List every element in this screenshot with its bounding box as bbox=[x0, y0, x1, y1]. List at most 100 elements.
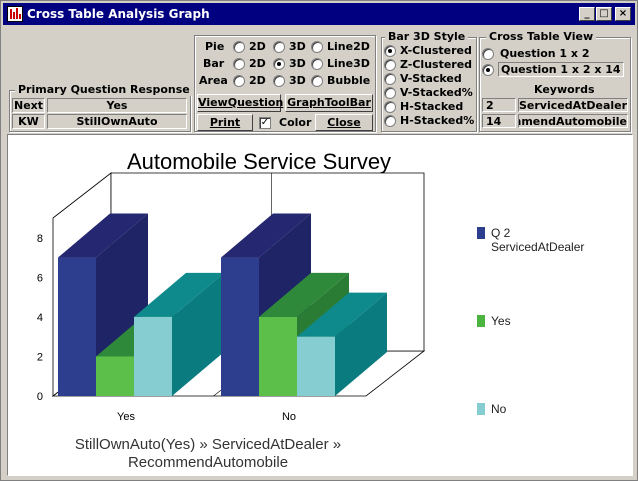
question-1x2x14-radio[interactable] bbox=[482, 64, 494, 76]
bar-top bbox=[297, 292, 387, 337]
area-bubble-radio[interactable] bbox=[311, 75, 323, 87]
bar-front bbox=[96, 356, 134, 396]
h-stacked-label: H-Stacked bbox=[400, 100, 464, 113]
close-button[interactable]: Close bbox=[315, 114, 373, 131]
bar-2d-radio[interactable] bbox=[233, 58, 245, 70]
bar-3d-style-title: Bar 3D Style bbox=[385, 30, 469, 43]
print-button[interactable]: Print bbox=[197, 114, 253, 131]
area-label: Area bbox=[199, 74, 228, 87]
view-question-button[interactable]: ViewQuestion bbox=[197, 94, 283, 112]
pie-2d-radio[interactable] bbox=[233, 41, 245, 53]
cross-table-view-title: Cross Table View bbox=[486, 30, 597, 43]
color-label: Color bbox=[279, 116, 312, 129]
legend-item: No bbox=[477, 402, 507, 416]
bar-chart: Automobile Service Survey 0 2 4 6 8 Yes No Sti… bbox=[37, 149, 585, 471]
keyword-1-name: ServicedAtDealer bbox=[518, 98, 628, 112]
keyword-1-number: 2 bbox=[482, 98, 516, 112]
h-stacked-radio[interactable] bbox=[384, 101, 396, 113]
minimize-button[interactable]: _ bbox=[579, 7, 595, 21]
keyword-2-number: 14 bbox=[482, 114, 516, 128]
app-icon bbox=[7, 6, 23, 22]
maximize-button[interactable]: □ bbox=[596, 7, 612, 21]
bar-top bbox=[259, 272, 349, 317]
x-clustered-radio[interactable] bbox=[384, 45, 396, 57]
chart-subtitle-line-1: StillOwnAuto(Yes) » ServicedAtDealer » bbox=[75, 436, 341, 453]
bar-front bbox=[259, 316, 297, 396]
bar-front bbox=[58, 257, 96, 396]
x-clustered-label: X-Clustered bbox=[400, 44, 472, 57]
legend-label: Yes bbox=[491, 314, 511, 328]
keywords-title: Keywords bbox=[534, 83, 595, 96]
bar-top bbox=[134, 272, 224, 317]
line3d-label: Line3D bbox=[327, 57, 370, 70]
bar-2d-label: 2D bbox=[249, 57, 266, 70]
pie-label: Pie bbox=[205, 40, 225, 53]
bar-front bbox=[297, 336, 335, 396]
chart-subtitle-line-2: RecommendAutomobile bbox=[128, 454, 288, 471]
bubble-label: Bubble bbox=[327, 74, 371, 87]
bar-line3d-radio[interactable] bbox=[311, 58, 323, 70]
legend-label: Q 2 bbox=[491, 226, 511, 240]
chart-area: Automobile Service Survey 0 2 4 6 8 Yes No Sti… bbox=[7, 134, 633, 476]
primary-question-title: Primary Question Response bbox=[15, 83, 193, 96]
pie-line2d-radio[interactable] bbox=[311, 41, 323, 53]
chart-title: Automobile Service Survey bbox=[127, 149, 391, 174]
color-checkbox[interactable]: ✓ bbox=[259, 117, 271, 129]
y-tick-label: 0 bbox=[37, 391, 43, 403]
next-button[interactable]: Next bbox=[12, 98, 45, 113]
line2d-label: Line2D bbox=[327, 40, 370, 53]
area-3d-radio[interactable] bbox=[273, 75, 285, 87]
legend-swatch bbox=[477, 227, 485, 239]
question-1x2x14-label: Question 1 x 2 x 14 bbox=[498, 62, 624, 77]
pie-2d-label: 2D bbox=[249, 40, 266, 53]
bar-3d-label: 3D bbox=[289, 57, 306, 70]
bar-side bbox=[172, 272, 224, 396]
kw-value-field: StillOwnAuto bbox=[47, 114, 187, 129]
bar-front bbox=[134, 316, 172, 396]
y-tick-label: 2 bbox=[37, 351, 43, 363]
keyword-2-name: RecommendAutomobile bbox=[518, 114, 628, 128]
legend-swatch bbox=[477, 315, 485, 327]
h-stacked-pct-radio[interactable] bbox=[384, 115, 396, 127]
z-clustered-radio[interactable] bbox=[384, 59, 396, 71]
legend-swatch bbox=[477, 403, 485, 415]
legend-label-line-2: ServicedAtDealer bbox=[491, 240, 584, 254]
kw-label: KW bbox=[12, 114, 45, 129]
v-stacked-pct-radio[interactable] bbox=[384, 87, 396, 99]
v-stacked-label: V-Stacked bbox=[400, 72, 462, 85]
v-stacked-radio[interactable] bbox=[384, 73, 396, 85]
close-window-button[interactable]: × bbox=[615, 7, 631, 21]
area-2d-radio[interactable] bbox=[233, 75, 245, 87]
question-1x2-radio[interactable] bbox=[482, 48, 494, 60]
z-clustered-label: Z-Clustered bbox=[400, 58, 473, 71]
pie-3d-label: 3D bbox=[289, 40, 306, 53]
y-tick-label: 8 bbox=[37, 233, 43, 245]
chart-type-group: Pie 2D 3D Line2D Bar 2D 3D Line3D Area 2… bbox=[194, 35, 376, 132]
primary-question-group: Primary Question Response Next Yes KW St… bbox=[9, 83, 193, 132]
legend-label: No bbox=[491, 402, 507, 416]
window-title: Cross Table Analysis Graph bbox=[27, 7, 210, 21]
next-value-field: Yes bbox=[47, 98, 187, 113]
y-tick-label: 4 bbox=[37, 312, 43, 324]
bar-label: Bar bbox=[203, 57, 225, 70]
legend-item: Yes bbox=[477, 314, 511, 328]
bar bbox=[134, 272, 224, 396]
cross-table-view-group: Cross Table View Question 1 x 2 Question… bbox=[479, 30, 631, 132]
y-tick-label: 6 bbox=[37, 272, 43, 284]
h-stacked-pct-label: H-Stacked% bbox=[400, 114, 475, 127]
bar-front bbox=[221, 257, 259, 396]
bar-top bbox=[58, 213, 148, 258]
title-bar[interactable]: Cross Table Analysis Graph _ □ × bbox=[3, 3, 635, 25]
area-3d-label: 3D bbox=[289, 74, 306, 87]
x-tick-label: No bbox=[282, 411, 296, 423]
bar-top bbox=[221, 213, 311, 258]
pie-3d-radio[interactable] bbox=[273, 41, 285, 53]
graph-toolbar-button[interactable]: GraphToolBar bbox=[285, 94, 373, 112]
bar-side bbox=[335, 292, 387, 396]
bar-3d-radio[interactable] bbox=[273, 58, 285, 70]
v-stacked-pct-label: V-Stacked% bbox=[400, 86, 473, 99]
bar-3d-style-group: Bar 3D Style X-Clustered Z-Clustered V-S… bbox=[381, 30, 477, 132]
area-2d-label: 2D bbox=[249, 74, 266, 87]
